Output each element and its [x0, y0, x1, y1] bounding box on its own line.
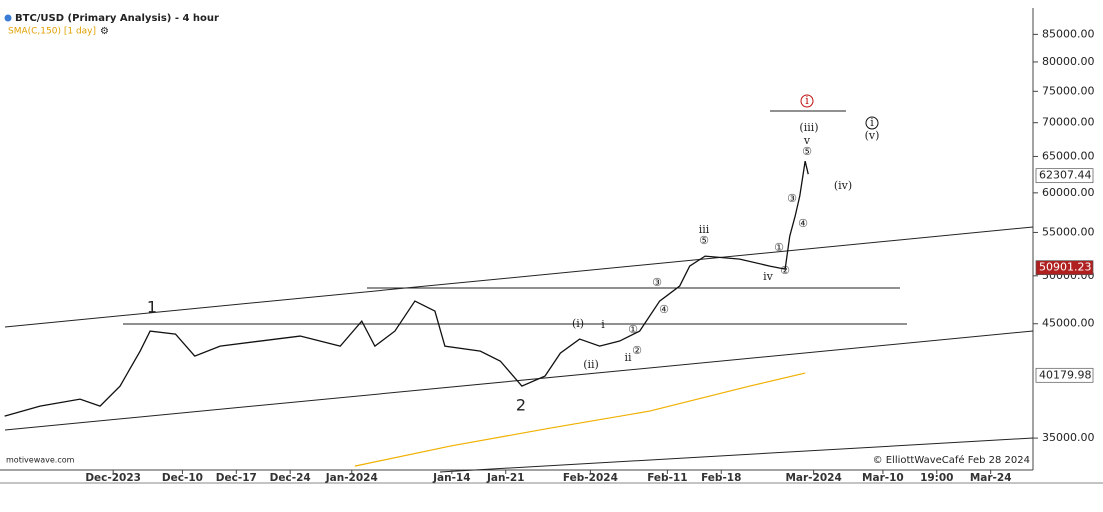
wave-label: ④	[798, 217, 808, 230]
y-tick-label: 85000.00	[1042, 27, 1095, 40]
wave-label: i	[805, 94, 809, 107]
channel-upper	[4, 226, 1034, 328]
channel-base	[439, 437, 1034, 473]
wave-label: ii	[624, 351, 632, 364]
price-label: 40179.98	[1039, 368, 1092, 381]
symbol-dot	[4, 14, 12, 22]
credit: © ElliottWaveCafé Feb 28 2024	[873, 454, 1030, 466]
y-tick-label: 65000.00	[1042, 149, 1095, 162]
y-tick-label: 55000.00	[1042, 225, 1095, 238]
x-tick-label: Jan-2024	[325, 472, 378, 484]
y-tick-label: 75000.00	[1042, 84, 1095, 97]
wave-label: ②	[780, 264, 790, 277]
wave-circle	[865, 116, 879, 130]
subtitle: SMA(C,150) [1 day]	[8, 27, 96, 37]
wave-label: ②	[632, 344, 642, 357]
x-tick-label: Jan-21	[486, 472, 524, 484]
price-line	[354, 372, 806, 467]
y-tick-label: 35000.00	[1042, 431, 1095, 444]
wave-label: ③	[787, 192, 797, 205]
y-tick-label: 80000.00	[1042, 55, 1095, 68]
wave-label: (ii)	[583, 358, 599, 371]
wave-label: v	[803, 134, 811, 147]
wave-label: ④	[659, 303, 669, 316]
trend-lines	[4, 110, 1034, 473]
price-label-box	[1035, 168, 1094, 184]
price-label-box	[1035, 367, 1094, 383]
wave-label: ⑤	[699, 234, 709, 247]
wave-label: (iii)	[799, 121, 818, 134]
chart-title: BTC/USD (Primary Analysis) - 4 hour	[15, 13, 219, 24]
x-tick-label: Feb-11	[647, 472, 687, 484]
y-tick-label: 45000.00	[1042, 317, 1095, 330]
x-tick-label: Feb-2024	[563, 472, 618, 484]
source: motivewave.com	[6, 456, 75, 465]
wave-label: 2	[516, 396, 526, 415]
wave-circle	[800, 94, 814, 108]
x-tick-label: Dec-10	[162, 472, 203, 484]
x-tick-label: Dec-24	[270, 472, 311, 484]
wave-label: iv	[763, 270, 774, 283]
wave-label: i	[870, 116, 874, 129]
price-label: 62307.44	[1039, 169, 1092, 182]
wave-label: ①	[628, 323, 638, 336]
wave-label: ⑤	[802, 145, 812, 158]
wave-label: iii	[699, 223, 710, 236]
x-tick-label: Dec-2023	[85, 472, 141, 484]
x-tick-label: 19:00	[920, 472, 953, 484]
wave-label: 1	[147, 298, 157, 317]
x-tick-label: Feb-18	[701, 472, 741, 484]
channel-lower	[4, 330, 1034, 431]
price-label-box	[1035, 260, 1094, 276]
wave-labels: 1 2 (i) i ① ② ii (ii) ③ ④ iii ⑤ iv ① ② ③…	[147, 94, 880, 415]
wave-label: ①	[774, 241, 784, 254]
y-tick-label: 60000.00	[1042, 186, 1095, 199]
wave-label: (i)	[572, 317, 584, 330]
wave-label: (v)	[865, 129, 880, 142]
x-tick-label: Mar-10	[862, 472, 904, 484]
x-tick-label: Mar-2024	[785, 472, 841, 484]
price-label: 50901.23	[1039, 261, 1092, 274]
x-tick-label: Mar-24	[970, 472, 1012, 484]
settings-icon[interactable]: ⚙	[100, 26, 109, 37]
x-tick-label: Jan-14	[432, 472, 470, 484]
x-tick-label: Dec-17	[216, 472, 257, 484]
y-tick-label: 70000.00	[1042, 116, 1095, 129]
wave-label: i	[601, 318, 605, 331]
price-line	[4, 160, 809, 417]
wave-label: (iv)	[834, 179, 852, 192]
wave-label: ③	[652, 276, 662, 289]
